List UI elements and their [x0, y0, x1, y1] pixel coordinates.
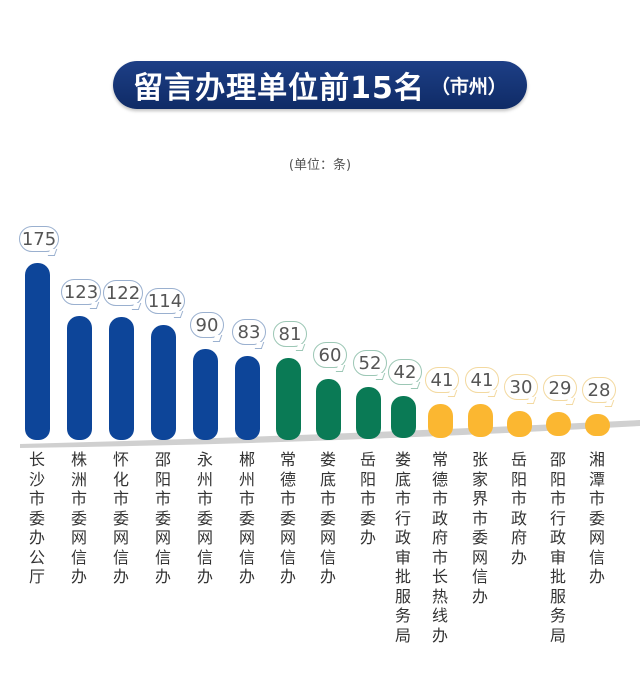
bar — [391, 396, 416, 438]
value-label: 30 — [504, 374, 538, 400]
category-label: 张家界市委网信办 — [471, 450, 488, 606]
bar — [546, 412, 571, 436]
category-label: 郴州市委网信办 — [238, 450, 255, 586]
bar — [67, 316, 92, 440]
bar — [316, 379, 341, 440]
bar — [235, 356, 260, 440]
category-label: 株洲市委网信办 — [70, 450, 87, 586]
value-label: 122 — [103, 280, 143, 306]
bar — [428, 404, 453, 438]
category-label: 长沙市委办公厅 — [28, 450, 45, 586]
bar — [109, 317, 134, 440]
value-label: 175 — [19, 226, 59, 252]
bar — [151, 325, 176, 440]
value-label: 52 — [353, 350, 387, 376]
category-label: 娄底市行政审批服务局 — [394, 450, 411, 645]
value-label: 60 — [313, 342, 347, 368]
bar — [276, 358, 301, 440]
value-label: 83 — [232, 319, 266, 345]
value-label: 41 — [425, 367, 459, 393]
category-label: 永州市委网信办 — [196, 450, 213, 586]
bar — [356, 387, 381, 439]
bar — [585, 414, 610, 436]
value-label: 42 — [388, 359, 422, 385]
value-label: 41 — [465, 367, 499, 393]
category-label: 湘潭市委网信办 — [588, 450, 605, 586]
category-label: 岳阳市政府办 — [510, 450, 527, 567]
category-label: 邵阳市委网信办 — [154, 450, 171, 586]
bar — [468, 404, 493, 437]
value-label: 114 — [145, 288, 185, 314]
category-label: 常德市政府市长热线办 — [431, 450, 448, 645]
chart-title: 留言办理单位前15名 — [133, 71, 425, 106]
bar — [193, 349, 218, 440]
unit-label: (单位：条) — [288, 158, 352, 173]
chart-title-banner: 留言办理单位前15名 （市州） — [113, 61, 527, 109]
chart-subtitle: （市州） — [430, 75, 507, 98]
category-label: 邵阳市行政审批服务局 — [549, 450, 566, 645]
bar — [507, 411, 532, 437]
category-label: 岳阳市委办 — [359, 450, 376, 547]
category-label: 常德市委网信办 — [279, 450, 296, 586]
value-label: 81 — [273, 321, 307, 347]
category-label: 娄底市委网信办 — [319, 450, 336, 586]
value-label: 28 — [582, 377, 616, 403]
bar — [25, 263, 50, 440]
value-label: 29 — [543, 375, 577, 401]
category-label: 怀化市委网信办 — [112, 450, 129, 586]
value-label: 123 — [61, 279, 101, 305]
value-label: 90 — [190, 312, 224, 338]
